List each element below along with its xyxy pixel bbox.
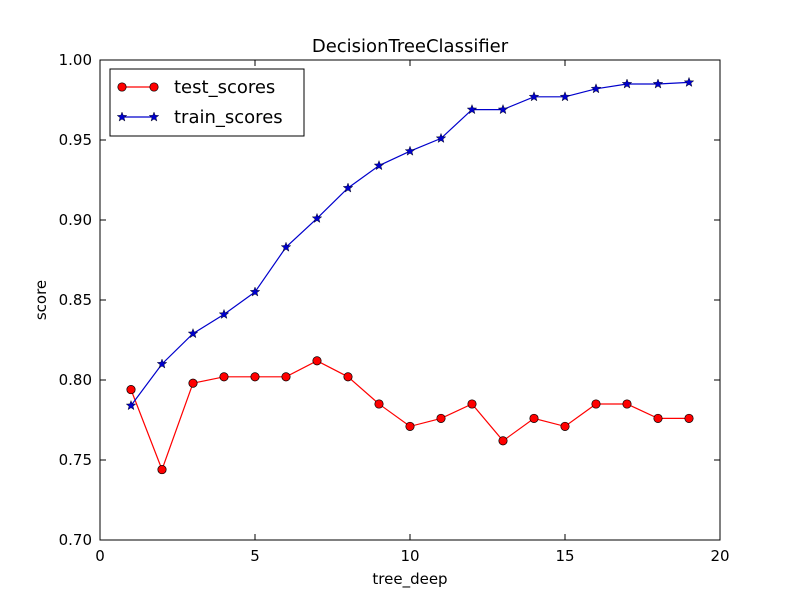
x-tick-label: 15 (555, 547, 574, 565)
data-point-test-scores (188, 378, 198, 388)
data-point-train-scores (125, 400, 137, 411)
data-point-train-scores (435, 132, 447, 143)
data-point-train-scores (652, 78, 664, 89)
y-tick-label: 1.00 (59, 51, 92, 69)
y-tick-label: 0.80 (59, 371, 92, 389)
x-tick-label: 20 (710, 547, 729, 565)
data-point-train-scores (342, 182, 354, 193)
data-point-train-scores (218, 308, 230, 319)
legend-label: test_scores (174, 77, 275, 98)
data-point-train-scores (280, 241, 292, 252)
data-point-test-scores (467, 399, 477, 409)
data-point-test-scores (126, 385, 136, 395)
data-point-test-scores (653, 413, 663, 423)
legend-label: train_scores (174, 107, 283, 128)
x-tick-label: 5 (250, 547, 260, 565)
x-tick-label: 10 (400, 547, 419, 565)
data-point-train-scores (683, 76, 695, 87)
legend-marker-train-scores (148, 111, 160, 122)
data-point-train-scores (559, 91, 571, 102)
y-tick-label: 0.70 (59, 531, 92, 549)
data-point-train-scores (621, 78, 633, 89)
data-point-train-scores (373, 160, 385, 171)
y-tick-label: 0.75 (59, 451, 92, 469)
legend: test_scores train_scores (109, 68, 305, 137)
series-line-test-scores (130, 360, 689, 472)
chart-title: DecisionTreeClassifier (312, 36, 509, 57)
data-point-train-scores (249, 286, 261, 297)
data-point-test-scores (374, 399, 384, 409)
x-tick-label: 0 (95, 547, 105, 565)
data-point-test-scores (684, 413, 694, 423)
data-point-test-scores (529, 413, 539, 423)
data-point-test-scores (343, 372, 353, 382)
data-point-test-scores (498, 436, 508, 446)
data-point-test-scores (157, 465, 167, 475)
data-point-train-scores (187, 328, 199, 339)
data-point-train-scores (497, 104, 509, 115)
y-tick-label: 0.85 (59, 291, 92, 309)
x-axis-label: tree_deep (372, 570, 447, 589)
data-point-test-scores (250, 372, 260, 382)
data-point-test-scores (622, 399, 632, 409)
data-point-test-scores (560, 421, 570, 431)
data-point-train-scores (404, 145, 416, 156)
data-point-test-scores (312, 356, 322, 366)
data-point-test-scores (219, 372, 229, 382)
legend-marker-test-scores (149, 82, 159, 92)
legend-marker-test-scores (117, 82, 127, 92)
data-point-test-scores (436, 413, 446, 423)
data-point-train-scores (156, 358, 168, 369)
legend-box (109, 68, 305, 137)
legend-marker-train-scores (116, 111, 128, 122)
data-point-test-scores (405, 421, 415, 431)
y-tick-label: 0.95 (59, 131, 92, 149)
data-point-train-scores (311, 212, 323, 223)
plot-area: 0 5 10 15 20 0.70 0.75 0.80 0.85 0.90 0.95 1.00 (59, 51, 730, 565)
y-axis-label: score (32, 280, 50, 320)
data-point-test-scores (591, 399, 601, 409)
y-tick-label: 0.90 (59, 211, 92, 229)
data-point-train-scores (528, 91, 540, 102)
data-point-train-scores (590, 83, 602, 94)
data-point-train-scores (466, 104, 478, 115)
data-point-test-scores (281, 372, 291, 382)
